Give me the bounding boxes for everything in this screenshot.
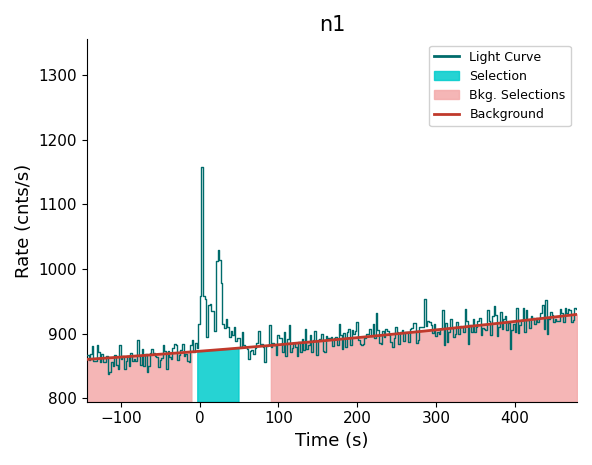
- Legend: Light Curve, Selection, Bkg. Selections, Background: Light Curve, Selection, Bkg. Selections,…: [430, 46, 571, 126]
- Title: n1: n1: [318, 15, 345, 35]
- Y-axis label: Rate (cnts/s): Rate (cnts/s): [15, 163, 33, 278]
- X-axis label: Time (s): Time (s): [295, 432, 369, 450]
